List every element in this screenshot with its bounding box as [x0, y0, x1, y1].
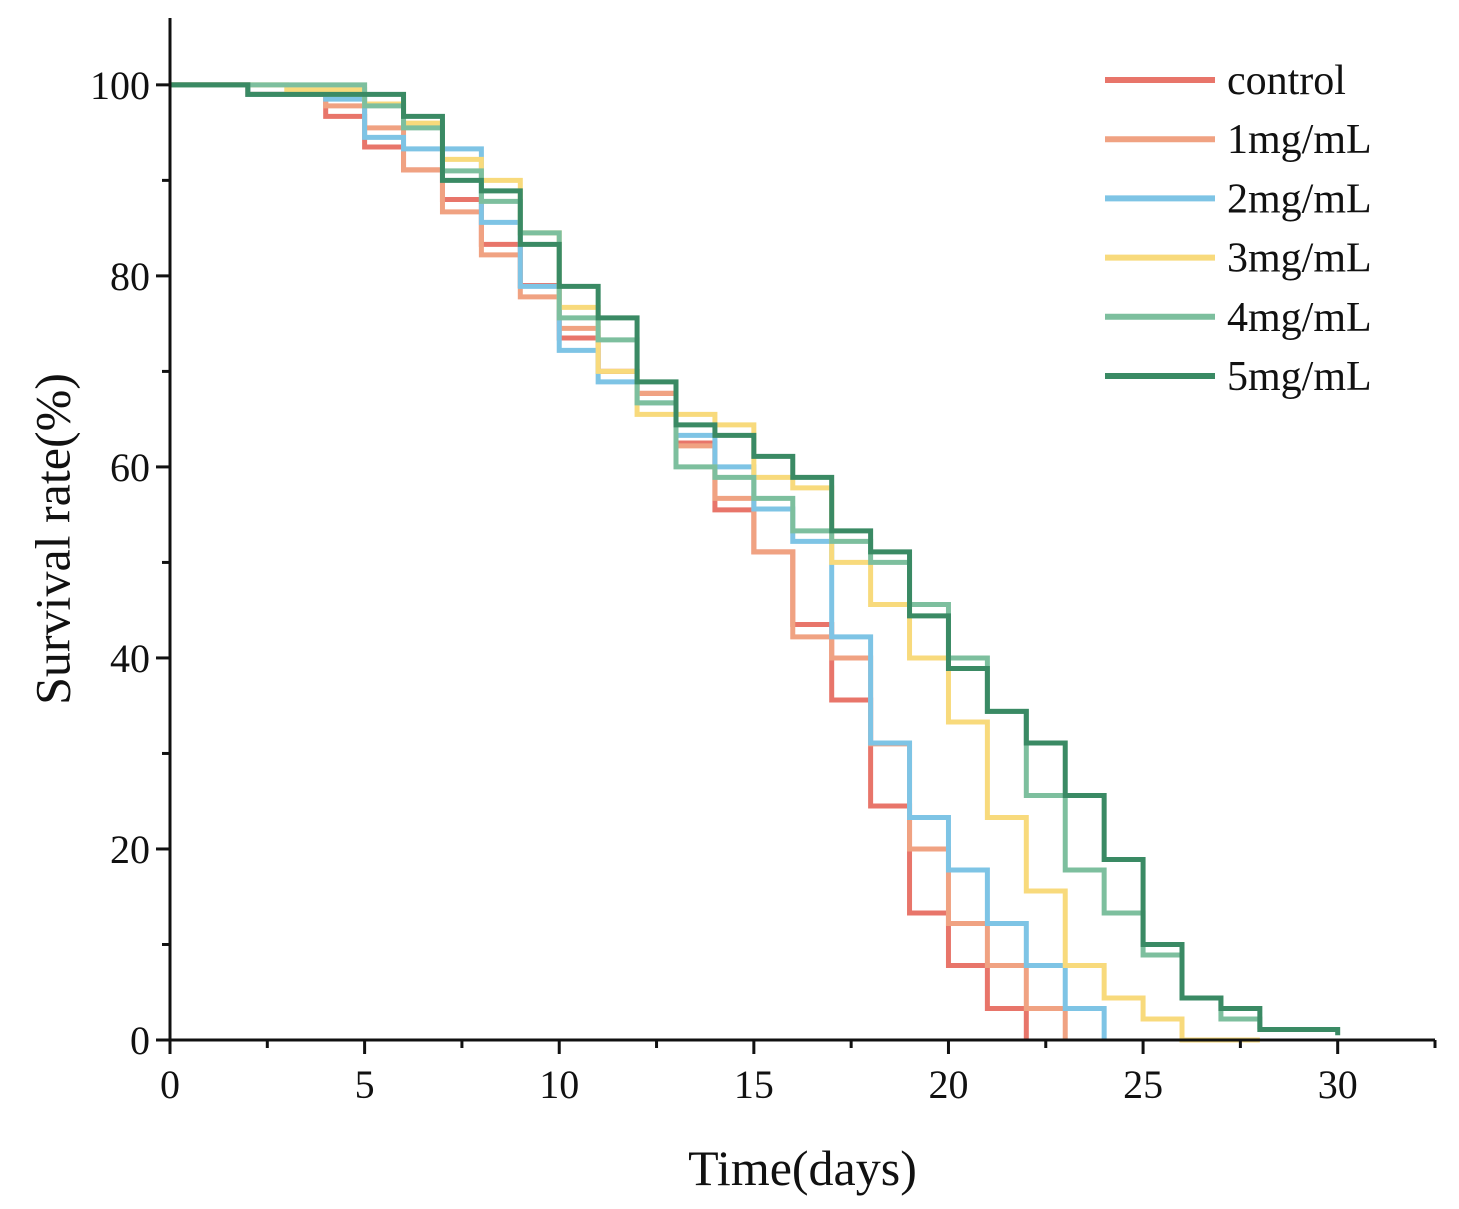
- x-tick-label-1: 5: [355, 1062, 375, 1107]
- x-tick-label-4: 20: [928, 1062, 968, 1107]
- y-tick-label-2: 40: [110, 636, 150, 681]
- legend: control 1mg/mL 2mg/mL 3mg/mL 4mg/mL 5mg/mL: [1105, 58, 1372, 400]
- y-tick-label-0: 0: [130, 1018, 150, 1063]
- x-tick-label-2: 10: [539, 1062, 579, 1107]
- legend-label-0: control: [1227, 58, 1346, 104]
- series-line-5: [170, 82, 1341, 1036]
- x-axis-title: Time(days): [688, 1140, 917, 1196]
- series-layer: [170, 82, 1341, 1043]
- y-tick-label-5: 100: [90, 63, 150, 108]
- x-tick-label-3: 15: [734, 1062, 774, 1107]
- x-tick-label-0: 0: [160, 1062, 180, 1107]
- legend-label-3: 3mg/mL: [1227, 236, 1372, 282]
- legend-label-1: 1mg/mL: [1227, 117, 1372, 163]
- x-tick-label-6: 30: [1318, 1062, 1358, 1107]
- y-tick-label-3: 60: [110, 445, 150, 490]
- axes-layer: 0 5 10 15 20 25 30 0 20 40 60 80 100: [90, 18, 1437, 1107]
- y-tick-label-1: 20: [110, 827, 150, 872]
- x-tick-label-5: 25: [1123, 1062, 1163, 1107]
- legend-label-4: 4mg/mL: [1227, 295, 1372, 341]
- y-tick-label-4: 80: [110, 254, 150, 299]
- y-axis-title: Survival rate(%): [25, 373, 81, 705]
- series-line-4: [170, 82, 1263, 1030]
- series-line-1: [170, 82, 1068, 1040]
- series-line-3: [170, 82, 1260, 1043]
- series-line-2: [170, 82, 1107, 1040]
- legend-label-2: 2mg/mL: [1227, 176, 1372, 222]
- legend-label-5: 5mg/mL: [1227, 354, 1372, 400]
